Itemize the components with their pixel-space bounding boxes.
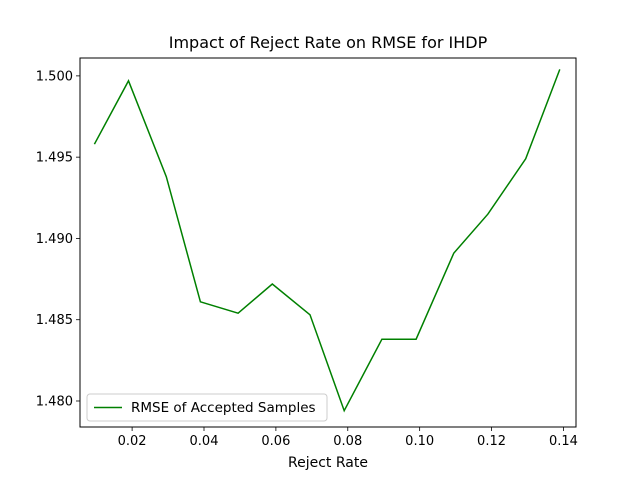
plot-area — [79, 57, 577, 428]
x-tick-label: 0.10 — [405, 434, 434, 449]
x-axis-label: Reject Rate — [288, 455, 368, 471]
y-tick-label: 1.480 — [36, 394, 73, 409]
x-axis: 0.02 0.04 0.06 0.08 0.10 0.12 0.14 — [118, 427, 578, 449]
y-tick-label: 1.490 — [36, 232, 73, 247]
x-tick-label: 0.14 — [549, 434, 578, 449]
x-tick-label: 0.04 — [190, 434, 219, 449]
x-tick-label: 0.02 — [118, 434, 147, 449]
chart-title: Impact of Reject Rate on RMSE for IHDP — [169, 33, 488, 52]
x-tick-label: 0.12 — [477, 434, 506, 449]
legend-box — [86, 393, 328, 422]
legend-entry-label: RMSE of Accepted Samples — [131, 400, 316, 416]
y-tick-label: 1.485 — [36, 313, 73, 328]
series-line-rmse-accepted — [93, 69, 561, 413]
plot-frame — [79, 57, 577, 428]
x-tick-label: 0.06 — [261, 434, 290, 449]
y-tick-label: 1.500 — [36, 69, 73, 84]
y-tick-label: 1.495 — [36, 151, 73, 166]
legend: RMSE of Accepted Samples — [86, 393, 328, 422]
x-tick-label: 0.08 — [333, 434, 362, 449]
y-axis: 1.480 1.485 1.490 1.495 1.500 — [36, 69, 80, 409]
